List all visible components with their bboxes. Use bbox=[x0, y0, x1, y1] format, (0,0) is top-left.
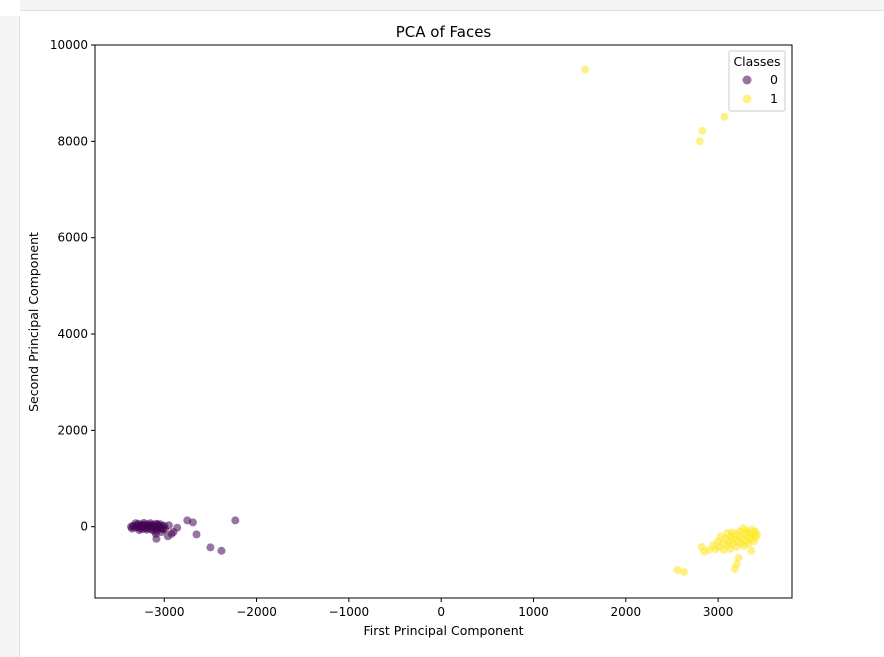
x-tick-label: 0 bbox=[437, 605, 445, 619]
point-class-0 bbox=[173, 523, 182, 532]
legend-title: Classes bbox=[733, 54, 780, 69]
point-class-0 bbox=[192, 530, 201, 539]
x-tick-label: −3000 bbox=[144, 605, 185, 619]
y-tick-label: 6000 bbox=[57, 231, 88, 245]
chart-marks bbox=[127, 65, 761, 576]
x-tick-label: −1000 bbox=[329, 605, 370, 619]
x-tick-label: 1000 bbox=[518, 605, 549, 619]
x-tick-label: 2000 bbox=[611, 605, 642, 619]
point-class-1 bbox=[720, 112, 729, 121]
legend-label-class-0: 0 bbox=[770, 72, 778, 87]
point-class-0 bbox=[206, 543, 215, 552]
point-class-0 bbox=[142, 525, 151, 534]
x-tick-label: −2000 bbox=[236, 605, 277, 619]
y-tick-label: 0 bbox=[80, 520, 88, 534]
point-class-1 bbox=[695, 137, 704, 146]
point-class-1 bbox=[680, 568, 688, 576]
point-class-0 bbox=[153, 520, 162, 529]
x-axis-label: First Principal Component bbox=[363, 623, 523, 638]
x-tick-label: 3000 bbox=[703, 605, 734, 619]
legend-label-class-1: 1 bbox=[770, 91, 778, 106]
y-axis-label: Second Principal Component bbox=[26, 232, 41, 412]
point-class-0 bbox=[188, 518, 197, 527]
plot-area-frame bbox=[94, 44, 793, 599]
chart-title: PCA of Faces bbox=[396, 23, 492, 41]
point-class-1 bbox=[581, 65, 590, 74]
y-tick-label: 4000 bbox=[57, 327, 88, 341]
point-class-1 bbox=[732, 560, 741, 569]
point-class-1 bbox=[698, 126, 707, 135]
y-tick-label: 8000 bbox=[57, 134, 88, 148]
legend-marker-class-0 bbox=[742, 75, 752, 85]
x-axis: −3000 −2000 −1000 0 1000 2000 3000 bbox=[144, 598, 733, 619]
y-tick-label: 2000 bbox=[57, 423, 88, 437]
y-tick-label: 10000 bbox=[50, 38, 88, 52]
legend-marker-class-1 bbox=[742, 94, 752, 104]
notebook-top-bar bbox=[20, 0, 884, 11]
legend: Classes 0 1 bbox=[728, 50, 786, 112]
legend-box bbox=[728, 50, 786, 112]
point-class-0 bbox=[146, 519, 155, 528]
point-class-1 bbox=[747, 546, 756, 555]
y-axis: 0 2000 4000 6000 8000 10000 bbox=[50, 38, 95, 534]
point-class-0 bbox=[152, 534, 161, 543]
point-class-1 bbox=[734, 554, 743, 562]
point-class-1 bbox=[673, 566, 682, 575]
point-class-0 bbox=[164, 521, 173, 530]
point-class-1 bbox=[752, 529, 761, 538]
point-class-0 bbox=[217, 546, 226, 555]
notebook-cell-gutter bbox=[0, 16, 20, 657]
point-class-0 bbox=[131, 519, 140, 528]
point-class-0 bbox=[231, 516, 240, 525]
